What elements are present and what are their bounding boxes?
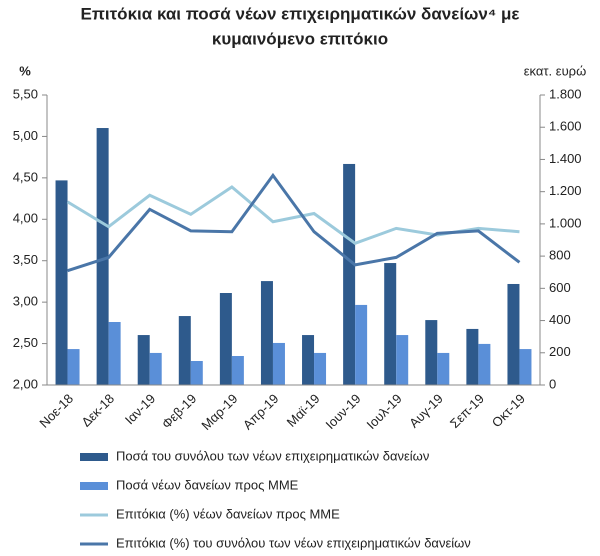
- bar: [478, 343, 491, 385]
- y-tick-label: 5,50: [13, 86, 38, 101]
- y2-tick-label: 800: [549, 248, 571, 263]
- bar: [507, 283, 520, 385]
- x-tick-label: Ιουλ-19: [364, 391, 405, 432]
- legend-swatch: [80, 453, 108, 461]
- y-tick-label: 2,50: [13, 335, 38, 350]
- y-axis-label: %: [19, 63, 31, 78]
- y-tick-label: 5,00: [13, 128, 38, 143]
- chart-title: Επιτόκια και ποσά νέων επιχειρηματικών δ…: [81, 4, 520, 23]
- y2-tick-label: 0: [549, 376, 556, 391]
- bar: [137, 335, 150, 385]
- y-tick-label: 4,50: [13, 169, 38, 184]
- bar: [396, 335, 409, 385]
- y2-tick-label: 1.400: [549, 151, 582, 166]
- bar: [466, 328, 479, 385]
- bar: [302, 335, 315, 385]
- x-tick-label: Μαϊ-19: [284, 391, 323, 430]
- legend-label: Επιτόκια (%) του συνόλου των νέων επιχει…: [116, 535, 471, 550]
- bar: [437, 352, 450, 385]
- legend-swatch: [80, 482, 108, 490]
- bar: [384, 263, 397, 385]
- bar: [314, 352, 327, 385]
- y-tick-label: 3,50: [13, 252, 38, 267]
- bar: [355, 304, 368, 385]
- x-tick-label: Νοε-18: [36, 391, 76, 431]
- line-series: [67, 172, 521, 273]
- chart-title: κυμαινόμενο επιτόκιο: [212, 29, 388, 48]
- bar: [231, 356, 244, 385]
- x-tick-label: Ιαν-19: [122, 391, 158, 427]
- x-tick-label: Φεβ-19: [159, 391, 200, 432]
- y2-tick-label: 600: [549, 280, 571, 295]
- bar: [343, 163, 356, 385]
- y2-tick-label: 200: [549, 344, 571, 359]
- y2-tick-label: 1.800: [549, 86, 582, 101]
- y2-tick-label: 1.600: [549, 119, 582, 134]
- y-tick-label: 4,00: [13, 211, 38, 226]
- bar: [55, 180, 68, 385]
- x-tick-label: Μαρ-19: [198, 391, 240, 433]
- bar: [425, 320, 438, 385]
- x-tick-label: Αυγ-19: [406, 391, 446, 431]
- bar: [178, 316, 191, 385]
- y2-tick-label: 1.000: [549, 215, 582, 230]
- bar: [519, 349, 532, 385]
- legend-label: Ποσά νέων δανείων προς ΜΜΕ: [116, 477, 299, 492]
- legend-label: Ποσά του συνόλου των νέων επιχειρηματικώ…: [116, 448, 429, 463]
- legend-label: Επιτόκια (%) νέων δανείων προς ΜΜΕ: [116, 506, 340, 521]
- bar: [260, 281, 273, 385]
- bar: [219, 293, 232, 385]
- y-tick-label: 2,00: [13, 376, 38, 391]
- y2-tick-label: 1.200: [549, 183, 582, 198]
- bar: [108, 322, 121, 385]
- x-tick-label: Απρ-19: [240, 391, 282, 433]
- x-tick-label: Ιουν-19: [322, 391, 363, 432]
- x-tick-label: Σεπ-19: [447, 391, 487, 431]
- bar: [272, 342, 285, 385]
- bar: [190, 360, 203, 385]
- x-tick-label: Οκτ-19: [489, 391, 528, 430]
- y2-tick-label: 400: [549, 312, 571, 327]
- bar: [149, 352, 162, 385]
- bar: [96, 128, 109, 385]
- x-tick-label: Δεκ-18: [78, 391, 117, 430]
- bar: [67, 349, 80, 385]
- y2-axis-label: εκατ. ευρώ: [524, 63, 586, 78]
- y-tick-label: 3,00: [13, 294, 38, 309]
- line-series: [66, 185, 520, 245]
